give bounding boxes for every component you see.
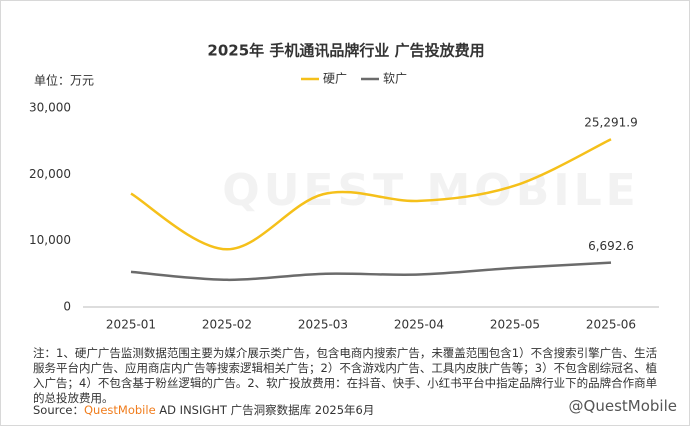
x-tick-label: 2025-03 <box>298 318 348 332</box>
series-line <box>130 138 612 251</box>
legend-label: 硬广 <box>323 72 347 86</box>
data-label: 6,692.6 <box>588 239 634 253</box>
source-brand: QuestMobile <box>84 403 156 417</box>
series-line <box>130 261 612 282</box>
unit-label: 单位：万元 <box>34 73 94 88</box>
chart-title: 2025年 手机通讯品牌行业 广告投放费用 <box>207 42 484 60</box>
source-prefix: Source： <box>33 403 84 417</box>
source: Source：QuestMobile AD INSIGHT 广告洞察数据库 20… <box>33 402 374 418</box>
source-rest: AD INSIGHT 广告洞察数据库 2025年6月 <box>155 403 375 417</box>
data-label: 25,291.9 <box>584 116 637 130</box>
chart: 2025年 手机通讯品牌行业 广告投放费用 单位：万元 QUEST MOBILE… <box>29 42 659 332</box>
x-tick-label: 2025-04 <box>394 318 444 332</box>
y-tick-label: 10,000 <box>29 233 71 247</box>
x-tick-label: 2025-02 <box>202 318 252 332</box>
watermark: QUEST MOBILE <box>222 165 639 216</box>
x-tick-label: 2025-06 <box>586 318 636 332</box>
x-tick-label: 2025-01 <box>106 318 156 332</box>
x-tick-label: 2025-05 <box>490 318 540 332</box>
signature: @QuestMobile <box>568 397 677 415</box>
y-tick-label: 0 <box>63 300 71 314</box>
y-tick-label: 20,000 <box>29 167 71 181</box>
y-tick-label: 30,000 <box>29 101 71 115</box>
footnote: 注：1、硬广广告监测数据范围主要为媒介展示类广告，包含电商内搜索广告，未覆盖范围… <box>33 346 658 405</box>
legend-label: 软广 <box>383 72 407 86</box>
